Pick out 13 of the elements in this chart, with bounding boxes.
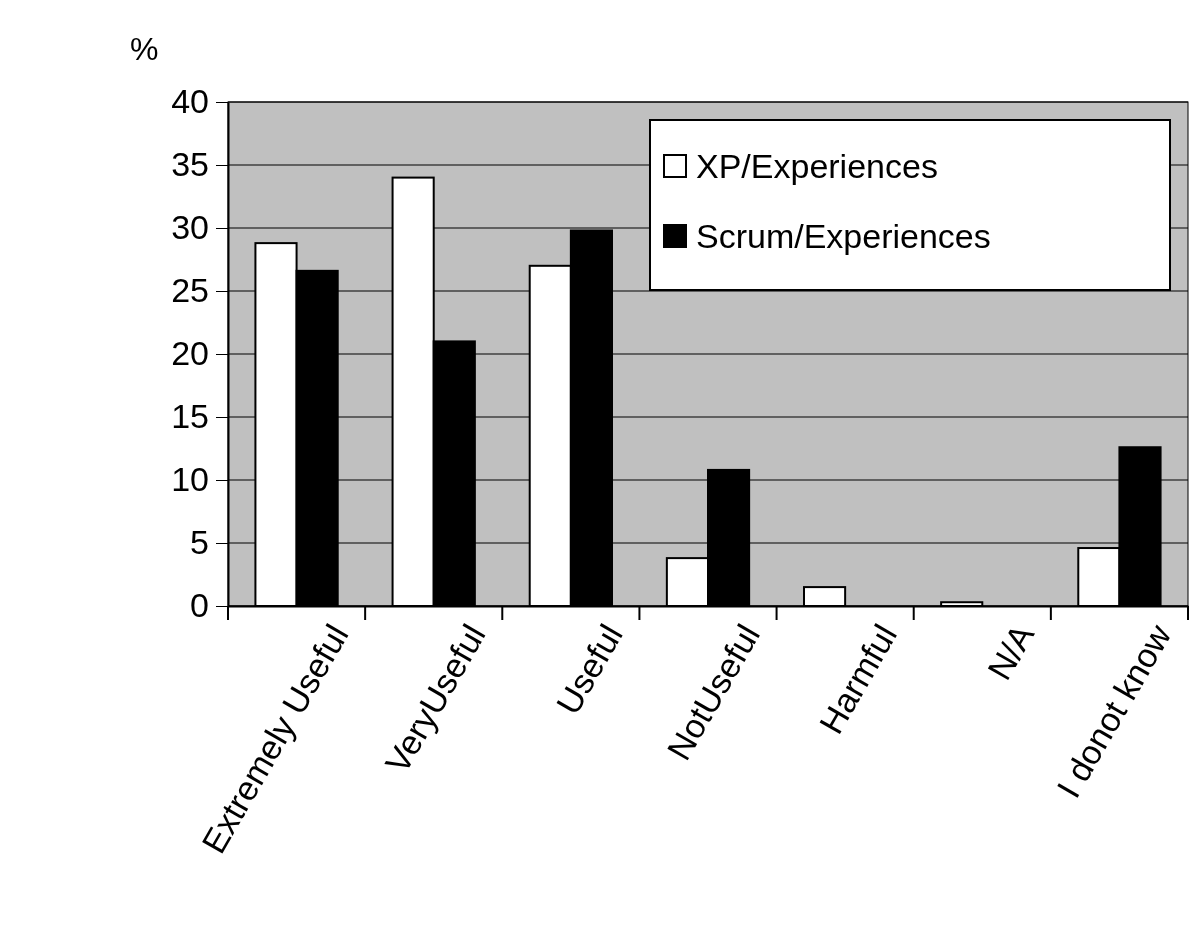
y-tick-label: 10: [171, 460, 209, 499]
y-tick-label: 30: [171, 208, 209, 247]
legend-label: Scrum/Experiences: [696, 217, 991, 255]
y-tick-label: 40: [171, 82, 209, 121]
y-tick-label: 25: [171, 271, 209, 310]
legend-label: XP/Experiences: [696, 147, 938, 185]
y-axis-title: %: [130, 31, 159, 67]
y-tick-label: 5: [190, 523, 209, 562]
y-tick-label: 15: [171, 397, 209, 436]
x-tick-label: N/A: [980, 617, 1042, 687]
y-tick-label: 20: [171, 334, 209, 373]
y-tick-label: 35: [171, 145, 209, 184]
y-tick-label: 0: [190, 586, 209, 625]
